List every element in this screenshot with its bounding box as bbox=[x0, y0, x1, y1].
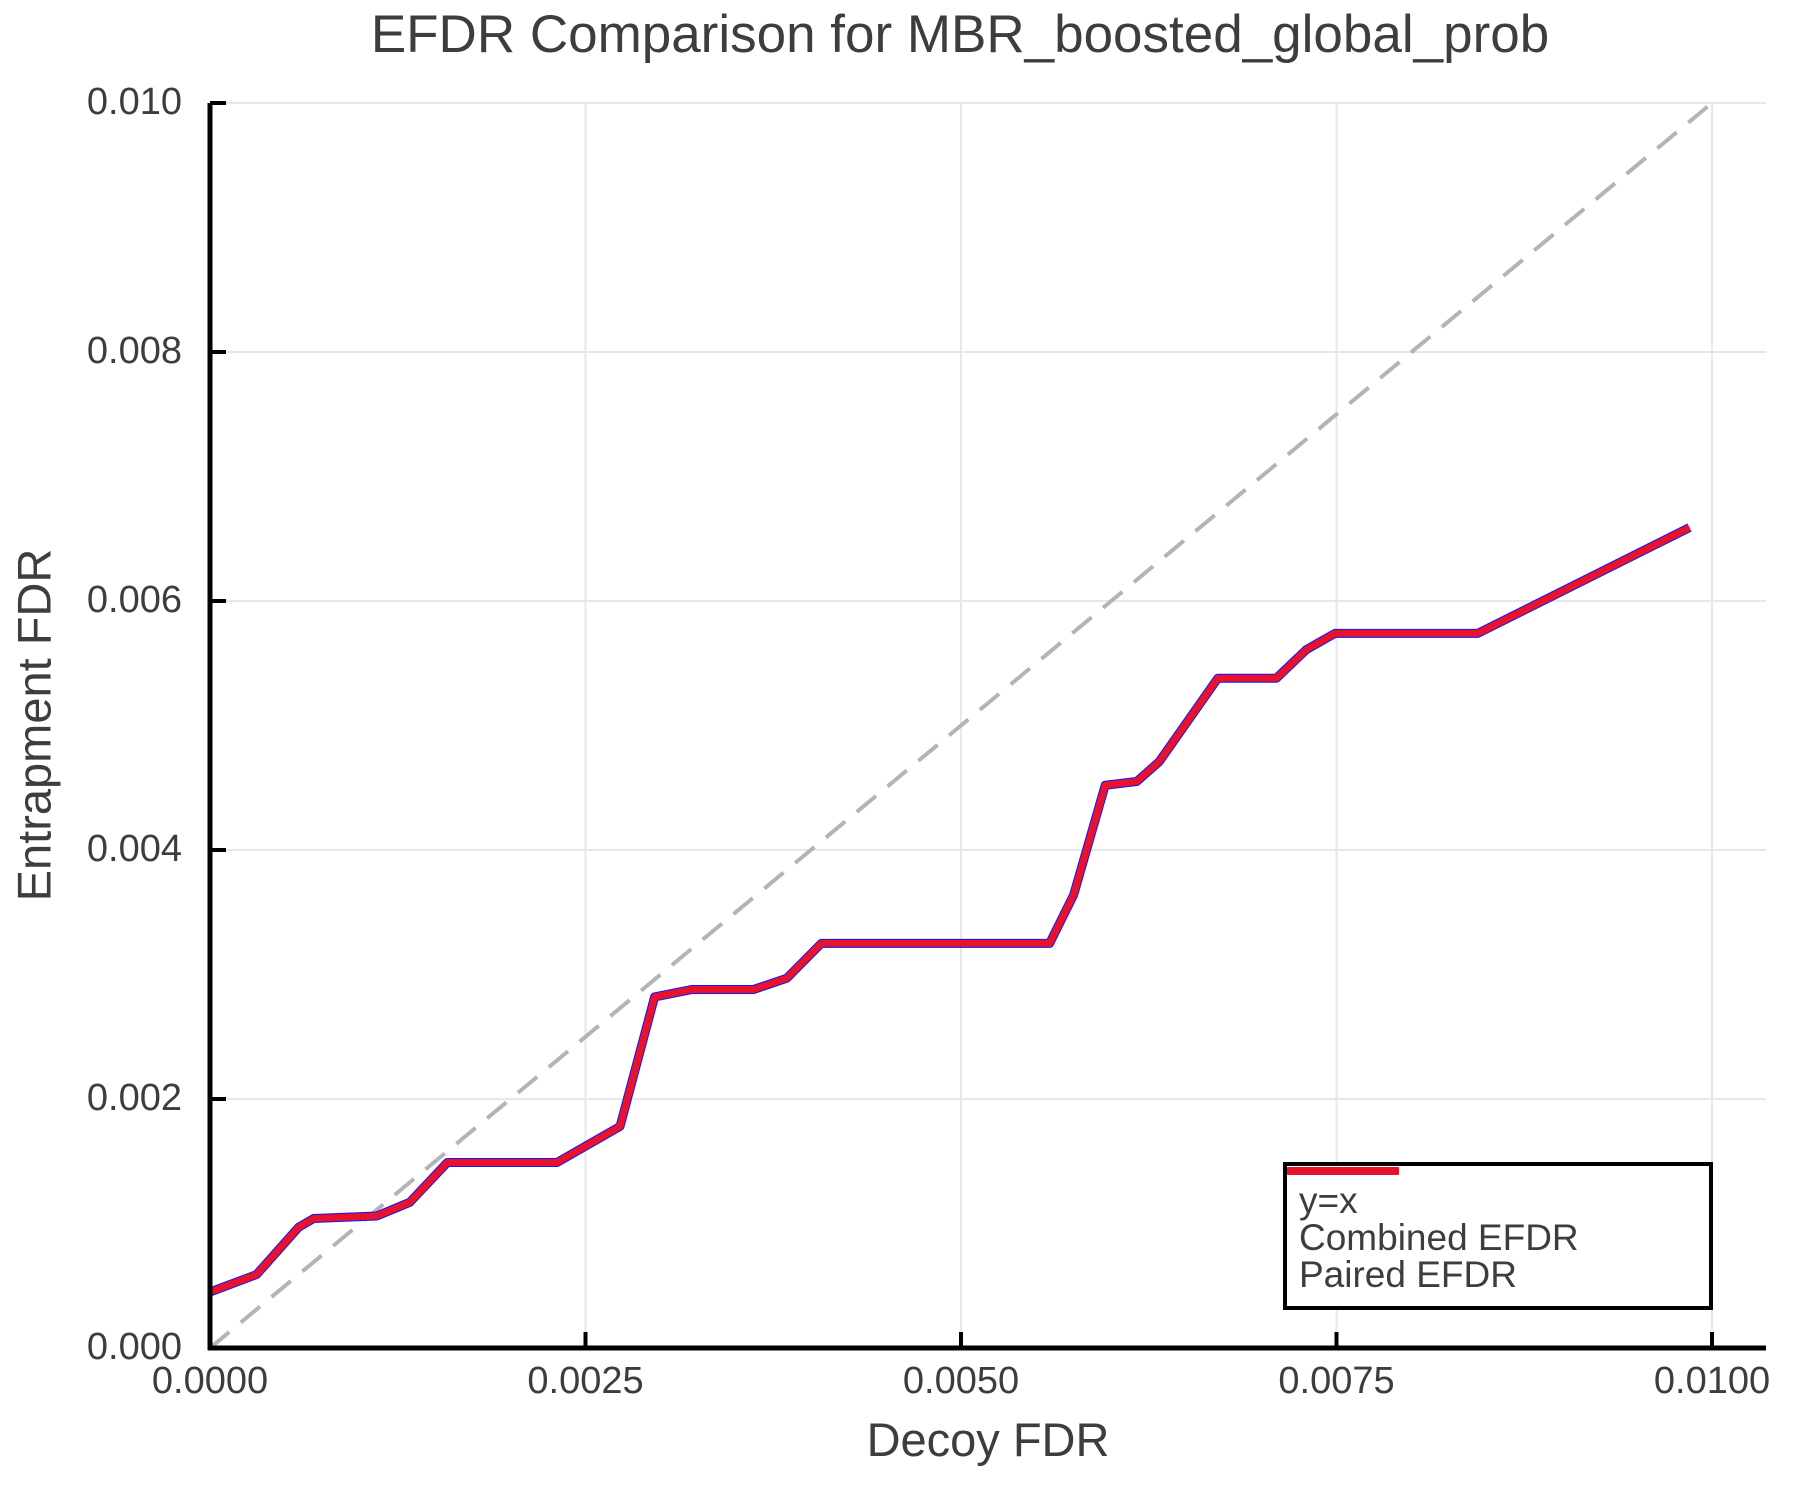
chart-title: EFDR Comparison for MBR_boosted_global_p… bbox=[370, 5, 1550, 64]
legend-row-paired: Paired EFDR bbox=[1287, 1167, 1709, 1295]
x-axis-label: Decoy FDR bbox=[866, 1413, 1110, 1466]
y-tick-label: 0.004 bbox=[86, 828, 182, 870]
y-tick-label: 0.000 bbox=[86, 1326, 182, 1368]
x-tick-label: 0.0100 bbox=[1653, 1360, 1771, 1402]
tick-marks bbox=[208, 101, 1714, 1350]
axes-spines bbox=[207, 103, 1766, 1351]
x-tick-label: 0.0075 bbox=[1278, 1360, 1395, 1402]
y-tick-label: 0.010 bbox=[86, 81, 182, 123]
legend-row-combined: Combined EFDR bbox=[1287, 1167, 1709, 1258]
red-line-sample bbox=[1287, 1167, 1399, 1175]
legend-row-diagonal: y=x bbox=[1289, 1168, 1709, 1221]
y-tick-label: 0.006 bbox=[86, 579, 182, 621]
series-paired-efdr bbox=[208, 524, 1692, 1296]
y-tick-label: 0.008 bbox=[86, 330, 182, 372]
x-tick-label: 0.0000 bbox=[151, 1360, 269, 1402]
legend-label-paired: Paired EFDR bbox=[1299, 1254, 1517, 1295]
legend: y=x Combined EFDR Paired EFDR bbox=[1283, 1162, 1713, 1310]
legend-label-yx: y=x bbox=[1299, 1180, 1358, 1221]
legend-label-combined: Combined EFDR bbox=[1299, 1217, 1579, 1258]
data-series bbox=[208, 101, 1714, 1350]
x-tick-label: 0.0025 bbox=[527, 1360, 644, 1402]
series-y-x bbox=[208, 101, 1714, 1350]
x-tick-label: 0.0050 bbox=[902, 1360, 1020, 1402]
y-tick-label: 0.002 bbox=[86, 1077, 182, 1119]
